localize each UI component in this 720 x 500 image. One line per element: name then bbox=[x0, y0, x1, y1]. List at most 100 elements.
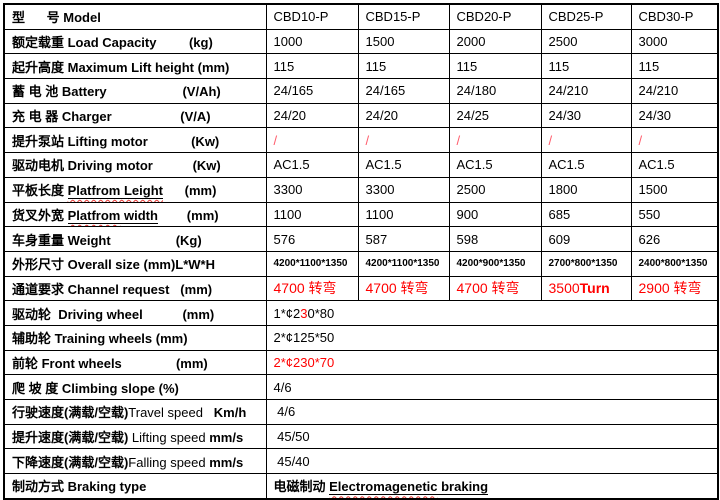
cell-value: 609 bbox=[540, 226, 632, 252]
cell-value: 45/40 bbox=[265, 448, 719, 475]
cell-value-text: 587 bbox=[365, 231, 388, 247]
row-label-text: 通道要求 Channel request (mm) bbox=[12, 281, 213, 297]
row-label-text: 额定载重 Load Capacity (kg) bbox=[12, 35, 213, 51]
specification-table: 型 号 Model CBD10-P CBD15-P CBD20-P CBD25-P CBD… bbox=[3, 3, 719, 500]
cell-value-text: 3300 bbox=[273, 182, 303, 198]
row-label: 平板长度 Platfrom Leight (mm) bbox=[3, 176, 267, 203]
cell-value: 2*¢230*70 bbox=[265, 349, 719, 376]
row-label: 车身重量 Weight (Kg) bbox=[3, 226, 267, 252]
row-label: 充 电 器 Charger (V/A) bbox=[3, 102, 267, 129]
cell-value: 900 bbox=[448, 201, 542, 228]
row-label-text: (mm) bbox=[157, 207, 219, 223]
cell-value: 626 bbox=[630, 226, 719, 252]
cell-value-text: CBD15-P bbox=[365, 9, 421, 25]
row-label-text: 充 电 器 Charger (V/A) bbox=[12, 109, 211, 125]
row-label-text: 平板长度 bbox=[12, 183, 68, 199]
cell-value: 1500 bbox=[357, 28, 450, 55]
cell-value: 4700 转弯 bbox=[265, 275, 359, 302]
cell-value: / bbox=[357, 127, 450, 154]
cell-value-text: 电磁制动 bbox=[273, 479, 330, 495]
cell-value: 115 bbox=[540, 53, 632, 80]
row-label-text: Km/h bbox=[202, 405, 247, 421]
cell-value-text: / bbox=[365, 132, 370, 148]
cell-value-text: 24/20 bbox=[273, 108, 307, 124]
table-row: 驱动轮 Driving wheel (mm) 1*¢230*80 bbox=[3, 300, 719, 326]
table-row: 提升速度(满载/空载) Lifting speed mm/s 45/50 bbox=[3, 423, 719, 450]
cell-value-text: 4/6 bbox=[273, 404, 296, 420]
cell-value: 4700 转弯 bbox=[357, 275, 450, 302]
row-label-text: mm/s bbox=[209, 454, 244, 470]
cell-value: 598 bbox=[448, 226, 542, 252]
row-label-text: 蓄 电 池 Battery (V/Ah) bbox=[12, 84, 221, 100]
cell-value-text: AC1.5 bbox=[365, 157, 402, 173]
cell-value: 4200*1100*1350 bbox=[357, 250, 450, 277]
cell-value-text: 24/30 bbox=[638, 108, 672, 124]
cell-value-text: 24/210 bbox=[548, 83, 589, 99]
table-row: 通道要求 Channel request (mm) 4700 转弯 4700 转弯 4… bbox=[3, 275, 719, 302]
table-row: 额定载重 Load Capacity (kg) 1000 1500 2000 2500 3… bbox=[3, 28, 719, 55]
row-label-text: 行驶速度(满载/空载) bbox=[12, 405, 129, 421]
cell-value: 24/30 bbox=[630, 102, 719, 129]
row-label-text: Platfrom Leight bbox=[67, 183, 163, 200]
cell-value: 2500 bbox=[540, 28, 632, 55]
cell-value-text: 2*¢230*70 bbox=[273, 354, 335, 370]
row-label-text: Travel speed bbox=[128, 405, 203, 421]
cell-value-text: CBD20-P bbox=[456, 9, 512, 25]
cell-value-text: 3300 bbox=[365, 182, 395, 198]
row-label: 爬 坡 度 Climbing slope (%) bbox=[3, 374, 267, 400]
cell-value: CBD10-P bbox=[265, 3, 359, 30]
cell-value-text: 1100 bbox=[273, 206, 302, 222]
cell-value: 电磁制动 Electromagenetic braking bbox=[265, 473, 719, 500]
cell-value: AC1.5 bbox=[540, 152, 632, 178]
table-row: 货叉外宽 Platfrom width (mm) 1100 1100 900 685 55… bbox=[3, 201, 719, 228]
cell-value-text: 2500 bbox=[456, 182, 486, 198]
cell-value-text: 4/6 bbox=[273, 379, 292, 395]
cell-value-text: 115 bbox=[365, 58, 387, 74]
table-row: 爬 坡 度 Climbing slope (%) 4/6 bbox=[3, 374, 719, 400]
cell-value: 1100 bbox=[357, 201, 450, 228]
cell-value: 1100 bbox=[265, 201, 359, 228]
cell-value-text: 609 bbox=[548, 231, 571, 247]
cell-value-text: 2*¢125*50 bbox=[273, 330, 335, 346]
table-row: 蓄 电 池 Battery (V/Ah) 24/165 24/165 24/180 24… bbox=[3, 78, 719, 104]
table-row: 起升高度 Maximum Lift height (mm) 115 115 115 11… bbox=[3, 53, 719, 80]
row-label: 制动方式 Braking type bbox=[3, 473, 267, 500]
cell-value-text: 1500 bbox=[365, 34, 395, 50]
row-label: 行驶速度(满载/空载)Travel speed Km/h bbox=[3, 399, 267, 425]
cell-value-text: 115 bbox=[548, 58, 570, 74]
cell-value-text: 626 bbox=[638, 231, 661, 247]
cell-value: 4700 转弯 bbox=[448, 275, 542, 302]
cell-value-text: 4700 转弯 bbox=[273, 280, 337, 297]
cell-value: 1000 bbox=[265, 28, 359, 55]
row-label-text: 型 号 Model bbox=[12, 10, 101, 26]
cell-value: AC1.5 bbox=[448, 152, 542, 178]
cell-value: 1*¢230*80 bbox=[265, 300, 719, 326]
cell-value: 3300 bbox=[357, 176, 450, 203]
cell-value: CBD20-P bbox=[448, 3, 542, 30]
cell-value-text: / bbox=[548, 132, 553, 148]
row-label-text: (mm) bbox=[162, 183, 217, 199]
cell-value: / bbox=[630, 127, 719, 154]
cell-value: 24/165 bbox=[357, 78, 450, 104]
cell-value-text: 685 bbox=[548, 206, 571, 222]
table-row: 辅助轮 Training wheels (mm) 2*¢125*50 bbox=[3, 324, 719, 351]
cell-value-text: 2900 转弯 bbox=[638, 280, 702, 297]
row-label: 前轮 Front wheels (mm) bbox=[3, 349, 267, 376]
cell-value-text: 45/40 bbox=[273, 453, 310, 469]
cell-value: AC1.5 bbox=[630, 152, 719, 178]
cell-value: 587 bbox=[357, 226, 450, 252]
cell-value: / bbox=[540, 127, 632, 154]
row-label-text: 辅助轮 Training wheels (mm) bbox=[12, 331, 188, 347]
cell-value-text: 1*¢2 bbox=[273, 305, 301, 321]
cell-value: 115 bbox=[265, 53, 359, 80]
cell-value-text: / bbox=[456, 132, 461, 148]
table-row: 充 电 器 Charger (V/A) 24/20 24/20 24/25 24/30 2… bbox=[3, 102, 719, 129]
row-label-text: 爬 坡 度 Climbing slope (%) bbox=[12, 380, 179, 396]
cell-value: 2900 转弯 bbox=[630, 275, 719, 302]
cell-value-text: 2700*800*1350 bbox=[548, 258, 618, 270]
table-row: 下降速度(满载/空载)Falling speed mm/s 45/40 bbox=[3, 448, 719, 475]
cell-value-text: 24/210 bbox=[638, 83, 679, 99]
cell-value: 2400*800*1350 bbox=[630, 250, 719, 277]
cell-value-text: 1100 bbox=[365, 206, 394, 222]
cell-value: 4/6 bbox=[265, 399, 719, 425]
